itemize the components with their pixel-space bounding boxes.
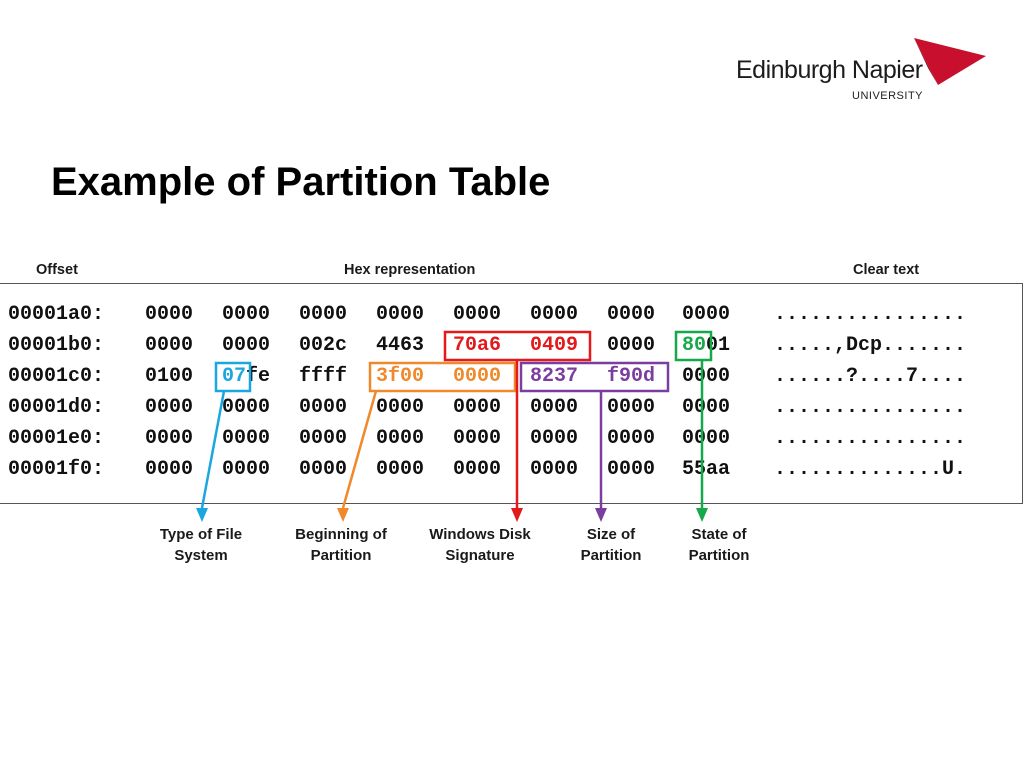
hex-word: 0000: [376, 458, 425, 481]
hex-word: 0000: [299, 458, 348, 481]
callout-line-2: Partition: [580, 547, 642, 564]
logo-subtitle: UNIVERSITY: [852, 90, 924, 102]
row-offset: 00001b0:: [8, 334, 105, 357]
callout-label: Beginning of Partition: [281, 524, 401, 566]
row-clear-text: .....,Dcp.......: [774, 334, 967, 357]
callout-line-1: State of: [691, 526, 747, 543]
hex-word: 0000: [453, 303, 502, 326]
hex-word: 8237: [530, 365, 579, 388]
hex-word: 0000: [376, 396, 425, 419]
column-header-hex: Hex representation: [344, 262, 476, 278]
callout-label: State of Partition: [659, 524, 779, 566]
hex-word: 0100: [145, 365, 194, 388]
arrow-state-head: [696, 508, 708, 522]
university-logo: Edinburgh Napier UNIVERSITY: [736, 38, 996, 108]
row-offset: 00001d0:: [8, 396, 105, 419]
hex-word: 0000: [145, 396, 194, 419]
callout-line-1: Type of File: [159, 526, 243, 543]
hex-word: 0000: [607, 458, 656, 481]
hex-word: 0000: [222, 334, 271, 357]
hex-word: 0000: [453, 427, 502, 450]
row-offset: 00001c0:: [8, 365, 105, 388]
hex-word: 0000: [145, 427, 194, 450]
hex-word: 3f00: [376, 365, 425, 388]
hex-word: 0000: [607, 427, 656, 450]
hex-dump-panel: [0, 283, 1023, 504]
column-header-clear-text: Clear text: [853, 262, 920, 278]
hex-word: 07fe: [222, 365, 271, 388]
hex-word: 0000: [453, 458, 502, 481]
hex-word: 0000: [299, 303, 348, 326]
hex-word: 0000: [222, 396, 271, 419]
arrow-signature-head: [511, 508, 523, 522]
hex-word: 0000: [299, 427, 348, 450]
hex-word: 0000: [530, 396, 579, 419]
hex-word: 0000: [145, 458, 194, 481]
callout-line-1: Windows Disk: [429, 526, 531, 543]
hex-word: f90d: [607, 365, 656, 388]
hex-word: 0000: [530, 458, 579, 481]
hex-word: 0000: [607, 396, 656, 419]
hex-word: ffff: [299, 365, 348, 388]
hex-word: 0000: [453, 396, 502, 419]
callout-line-2: Partition: [688, 547, 750, 564]
hex-word: 8001: [682, 334, 731, 357]
hex-word: 0000: [222, 427, 271, 450]
hex-word: 4463: [376, 334, 425, 357]
callout-label: Size of Partition: [551, 524, 671, 566]
arrow-size-head: [595, 508, 607, 522]
hex-word: 0000: [222, 458, 271, 481]
hex-word: 55aa: [682, 458, 731, 481]
hex-word: 0000: [222, 303, 271, 326]
hex-word: 0000: [530, 303, 579, 326]
callout-label: Windows Disk Signature: [420, 524, 540, 566]
row-offset: 00001e0:: [8, 427, 105, 450]
slide-title: Example of Partition Table: [51, 160, 551, 204]
row-clear-text: ................: [774, 396, 967, 419]
callout-line-1: Beginning of: [295, 526, 387, 543]
hex-word: 0000: [682, 303, 731, 326]
hex-word: 0000: [145, 303, 194, 326]
hex-word: 0000: [145, 334, 194, 357]
hex-word: 0000: [376, 303, 425, 326]
row-clear-text: ................: [774, 303, 967, 326]
logo-triangle-icon: [914, 38, 986, 85]
row-offset: 00001f0:: [8, 458, 105, 481]
callout-line-2: Signature: [445, 547, 515, 564]
hex-word: 0000: [453, 365, 502, 388]
hex-word: 0000: [607, 334, 656, 357]
hex-word: 0000: [682, 396, 731, 419]
column-header-offset: Offset: [36, 262, 78, 278]
row-clear-text: ......?....7....: [774, 365, 967, 388]
hex-word: 0000: [682, 365, 731, 388]
callout-line-1: Size of: [586, 526, 636, 543]
callout-label: Type of File System: [141, 524, 261, 566]
hex-word: 0409: [530, 334, 579, 357]
hex-word: 0000: [682, 427, 731, 450]
row-clear-text: ..............U.: [774, 458, 967, 481]
hex-word: 70a6: [453, 334, 502, 357]
row-offset: 00001a0:: [8, 303, 105, 326]
hex-word: 0000: [530, 427, 579, 450]
hex-word: 002c: [299, 334, 348, 357]
arrow-beginning-head: [337, 508, 349, 522]
hex-word: 0000: [299, 396, 348, 419]
arrow-filesystem-head: [196, 508, 208, 522]
row-clear-text: ................: [774, 427, 967, 450]
hex-word: 0000: [607, 303, 656, 326]
callout-line-2: System: [174, 547, 228, 564]
hex-word: 0000: [376, 427, 425, 450]
logo-name: Edinburgh Napier: [736, 56, 923, 84]
callout-line-2: Partition: [310, 547, 372, 564]
